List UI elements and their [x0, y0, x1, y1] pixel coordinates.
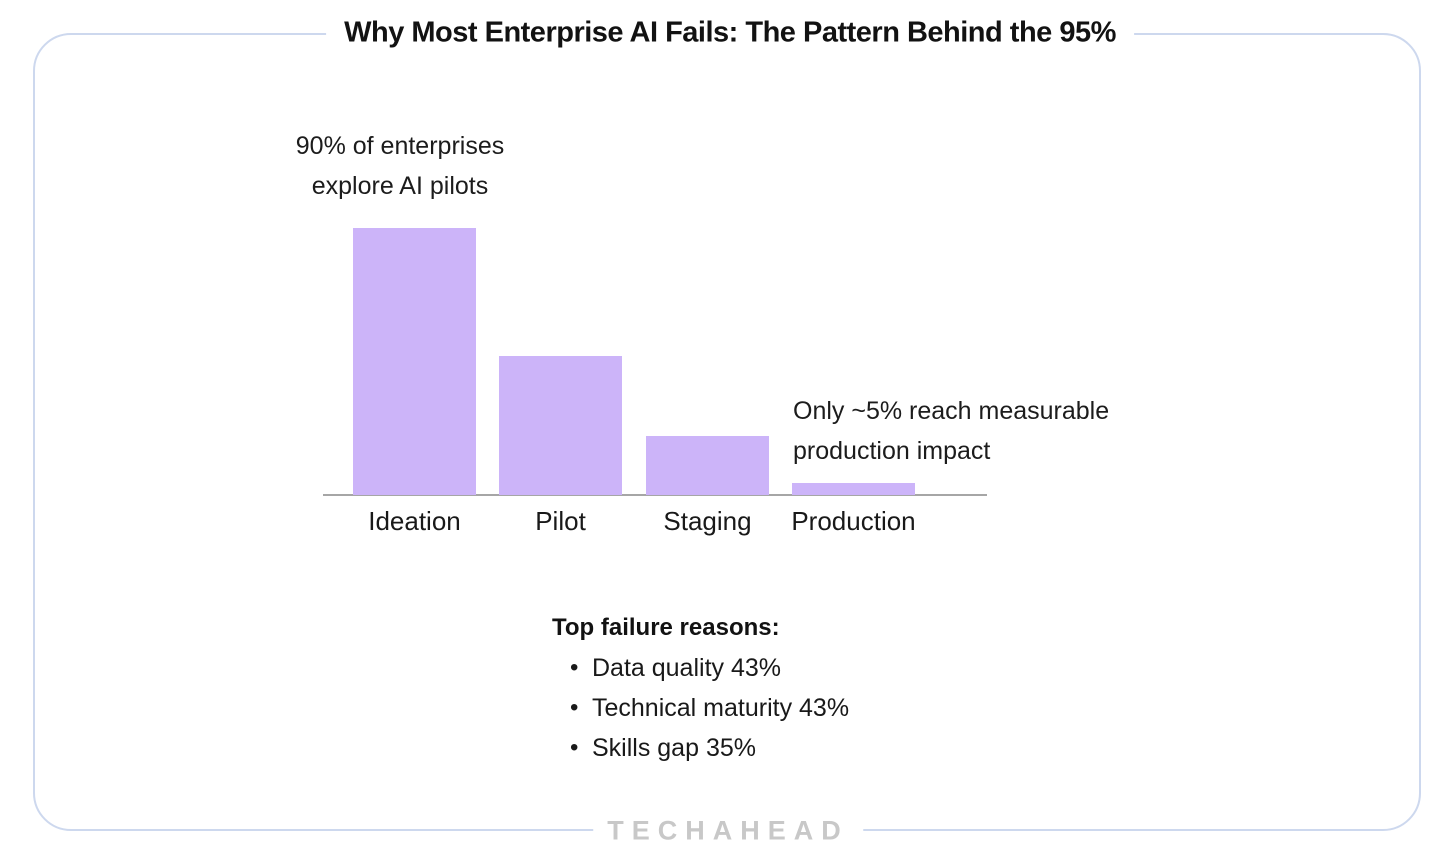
techahead-logo: TECHAHEAD [593, 813, 863, 849]
bar-ideation [353, 228, 476, 495]
axis-label-staging: Staging [663, 506, 752, 536]
bar-pilot [499, 356, 622, 495]
annotation-ideation: 90% of enterprises explore AI pilots [296, 126, 504, 206]
failure-reasons-list: Data quality 43% Technical maturity 43% … [552, 648, 849, 768]
page-title: Why Most Enterprise AI Fails: The Patter… [326, 12, 1134, 54]
failure-reasons-heading: Top failure reasons: [552, 614, 780, 641]
failure-reason-item: Skills gap 35% [552, 728, 849, 768]
annotation-ideation-line1: 90% of enterprises [295, 132, 505, 160]
annotation-production-line2: production impact [793, 437, 991, 465]
failure-reason-item: Data quality 43% [552, 648, 849, 688]
failure-reasons-block: Top failure reasons: Data quality 43% Te… [552, 608, 849, 768]
x-axis-line [323, 494, 987, 496]
axis-label-pilot: Pilot [535, 506, 586, 536]
annotation-production: Only ~5% reach measurable production imp… [793, 391, 1109, 471]
bar-staging [646, 436, 769, 495]
axis-label-ideation: Ideation [368, 506, 461, 536]
failure-reason-item: Technical maturity 43% [552, 688, 849, 728]
annotation-ideation-line2: explore AI pilots [311, 172, 489, 200]
annotation-production-line1: Only ~5% reach measurable [793, 397, 1110, 425]
axis-label-production: Production [791, 506, 916, 536]
bar-production [792, 483, 915, 495]
